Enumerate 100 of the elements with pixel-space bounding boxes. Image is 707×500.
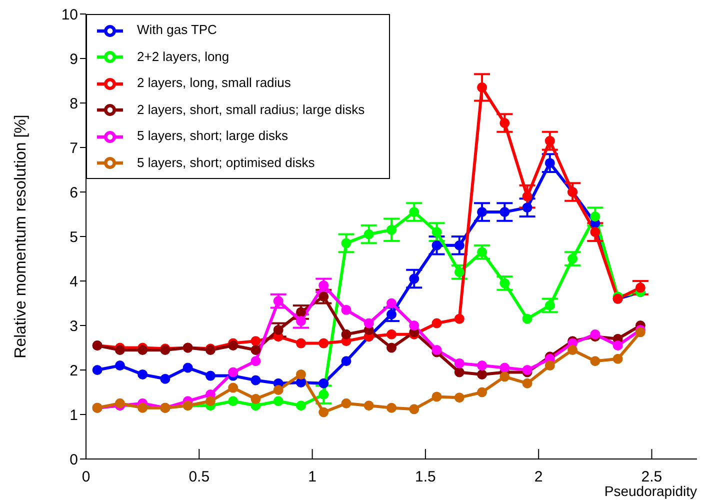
y-tick-label: 1 [70,406,78,424]
point [386,342,396,353]
point [454,358,464,368]
point [409,274,420,284]
point [386,309,396,320]
point [318,292,329,302]
point [544,136,555,146]
point [568,254,578,264]
point [432,318,442,328]
point [341,238,352,248]
point [341,304,352,315]
point [318,378,329,388]
legend-label: 5 layers, short; large disks [137,128,288,144]
point [500,278,510,288]
point [477,247,488,258]
point [454,367,464,378]
point [454,267,464,278]
point [92,365,102,375]
y-tick-label: 5 [70,228,78,246]
x-tick-label: 2.5 [641,468,662,486]
legend-label: 2 layers, short, small radius; large disks [137,102,365,117]
point [386,329,396,340]
point [477,207,488,218]
point [409,404,420,414]
point [228,382,238,393]
point [409,207,420,218]
point [544,300,555,310]
point [250,336,261,346]
x-tick-label: 1 [308,468,316,486]
point [228,396,238,406]
legend-label: With gas TPC [137,22,217,37]
point [522,202,532,213]
point [318,407,329,418]
point [228,367,238,378]
point [364,318,374,328]
point [454,314,464,324]
point [273,385,284,396]
point [590,329,600,340]
point [635,282,646,293]
point [612,340,623,351]
legend-label: 2 layers, long, small radius [137,75,291,90]
point [500,118,510,128]
y-tick-label: 10 [61,6,78,24]
point [635,327,646,338]
point [432,240,442,250]
point [522,365,532,375]
point [160,374,170,384]
point [114,360,125,371]
point [341,329,352,340]
point [612,354,623,364]
point [477,387,488,398]
point [296,307,306,318]
y-tick-label: 3 [70,318,78,335]
point [228,340,238,351]
point [432,344,442,355]
point [522,191,532,202]
point [568,344,578,355]
x-tick-label: 0 [82,468,90,486]
y-tick-label: 6 [70,184,78,202]
point [250,394,261,404]
legend-label: 2+2 layers, long [137,48,230,64]
point [296,377,306,388]
point [341,398,352,408]
point [544,360,555,371]
point [318,389,329,400]
point [477,360,488,371]
point [296,400,306,411]
point [386,402,396,413]
point [318,280,329,290]
point [114,398,125,408]
point [500,362,510,373]
x-tick-label: 0.5 [188,468,210,486]
point [432,392,442,402]
y-tick-label: 9 [70,50,78,68]
point [454,240,464,250]
point [364,229,374,240]
point [522,314,532,324]
point [273,296,284,306]
point [250,356,261,366]
point [500,372,510,382]
point [477,82,488,92]
y-tick-label: 4 [70,273,78,290]
y-tick-label: 7 [70,140,78,157]
point [590,227,600,238]
y-tick-label: 8 [70,95,78,112]
legend-label: 5 layers, short; optimised disks [137,154,315,170]
point [182,362,193,373]
point [590,356,600,366]
point [409,320,420,330]
point [273,324,284,335]
point [386,298,396,308]
y-axis-title: Relative momentum resolution [%] [12,114,30,358]
point [205,370,216,381]
y-tick-label: 2 [70,362,78,380]
x-tick-label: 2 [534,468,543,486]
x-axis-title: Pseudorapidity [604,483,697,499]
point [296,316,306,326]
point [250,375,261,386]
point [590,211,600,222]
point [250,344,261,355]
